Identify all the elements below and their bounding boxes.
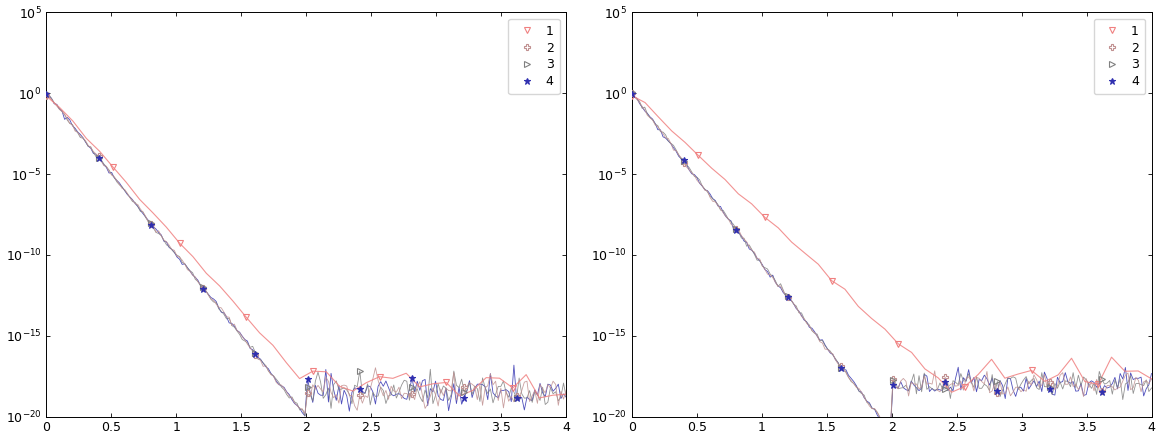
3 (301, 384, 315, 389)
4 (990, 389, 1004, 394)
4 (196, 286, 210, 291)
2 (457, 385, 471, 390)
2 (729, 227, 743, 232)
2 (248, 352, 262, 357)
Legend: 1, 2, 3, 4: 1, 2, 3, 4 (1094, 18, 1145, 94)
2 (196, 285, 210, 290)
1 (173, 241, 187, 246)
3 (353, 369, 367, 374)
3 (781, 293, 795, 299)
2 (677, 161, 691, 166)
Line: 2: 2 (44, 93, 519, 399)
3 (196, 284, 210, 290)
3 (92, 155, 106, 161)
3 (144, 220, 158, 226)
1 (373, 374, 387, 379)
Legend: 1, 2, 3, 4: 1, 2, 3, 4 (509, 18, 560, 94)
3 (677, 158, 691, 164)
1 (106, 165, 120, 170)
Line: 2: 2 (629, 90, 1104, 396)
3 (729, 227, 743, 232)
2 (144, 221, 158, 227)
3 (457, 389, 471, 395)
4 (248, 352, 262, 357)
1 (1091, 381, 1105, 387)
2 (510, 393, 524, 399)
1 (439, 380, 453, 385)
Line: 4: 4 (628, 91, 1105, 395)
1 (892, 341, 906, 346)
2 (886, 377, 900, 382)
1 (239, 315, 253, 320)
1 (39, 93, 53, 99)
Line: 3: 3 (43, 90, 520, 402)
1 (824, 278, 838, 283)
3 (1095, 377, 1109, 382)
Line: 1: 1 (628, 92, 1102, 390)
3 (625, 89, 639, 95)
3 (938, 386, 952, 392)
2 (353, 392, 367, 398)
2 (938, 374, 952, 380)
4 (92, 155, 106, 161)
4 (729, 227, 743, 232)
3 (990, 379, 1004, 384)
2 (781, 295, 795, 300)
1 (307, 369, 320, 374)
4 (39, 92, 53, 97)
4 (677, 158, 691, 163)
2 (990, 390, 1004, 396)
Line: 3: 3 (628, 88, 1105, 392)
4 (144, 222, 158, 227)
2 (834, 363, 848, 369)
4 (301, 376, 315, 381)
4 (625, 92, 639, 97)
3 (886, 378, 900, 383)
1 (692, 153, 706, 158)
Line: 1: 1 (43, 92, 517, 392)
3 (39, 91, 53, 96)
4 (510, 396, 524, 401)
4 (1043, 387, 1057, 392)
3 (405, 384, 419, 389)
2 (625, 90, 639, 95)
1 (625, 93, 639, 98)
4 (353, 387, 367, 392)
4 (938, 379, 952, 385)
4 (405, 376, 419, 381)
2 (405, 391, 419, 396)
Line: 4: 4 (43, 91, 520, 402)
3 (834, 365, 848, 370)
4 (457, 395, 471, 400)
2 (39, 93, 53, 98)
3 (248, 350, 262, 355)
2 (301, 391, 315, 396)
4 (834, 366, 848, 371)
3 (1043, 385, 1057, 390)
2 (1043, 379, 1057, 385)
3 (510, 396, 524, 401)
1 (758, 215, 772, 220)
2 (1095, 389, 1109, 394)
1 (1025, 368, 1039, 373)
1 (506, 385, 520, 391)
4 (886, 382, 900, 388)
1 (958, 384, 972, 389)
4 (1095, 389, 1109, 394)
2 (92, 154, 106, 159)
4 (781, 294, 795, 300)
